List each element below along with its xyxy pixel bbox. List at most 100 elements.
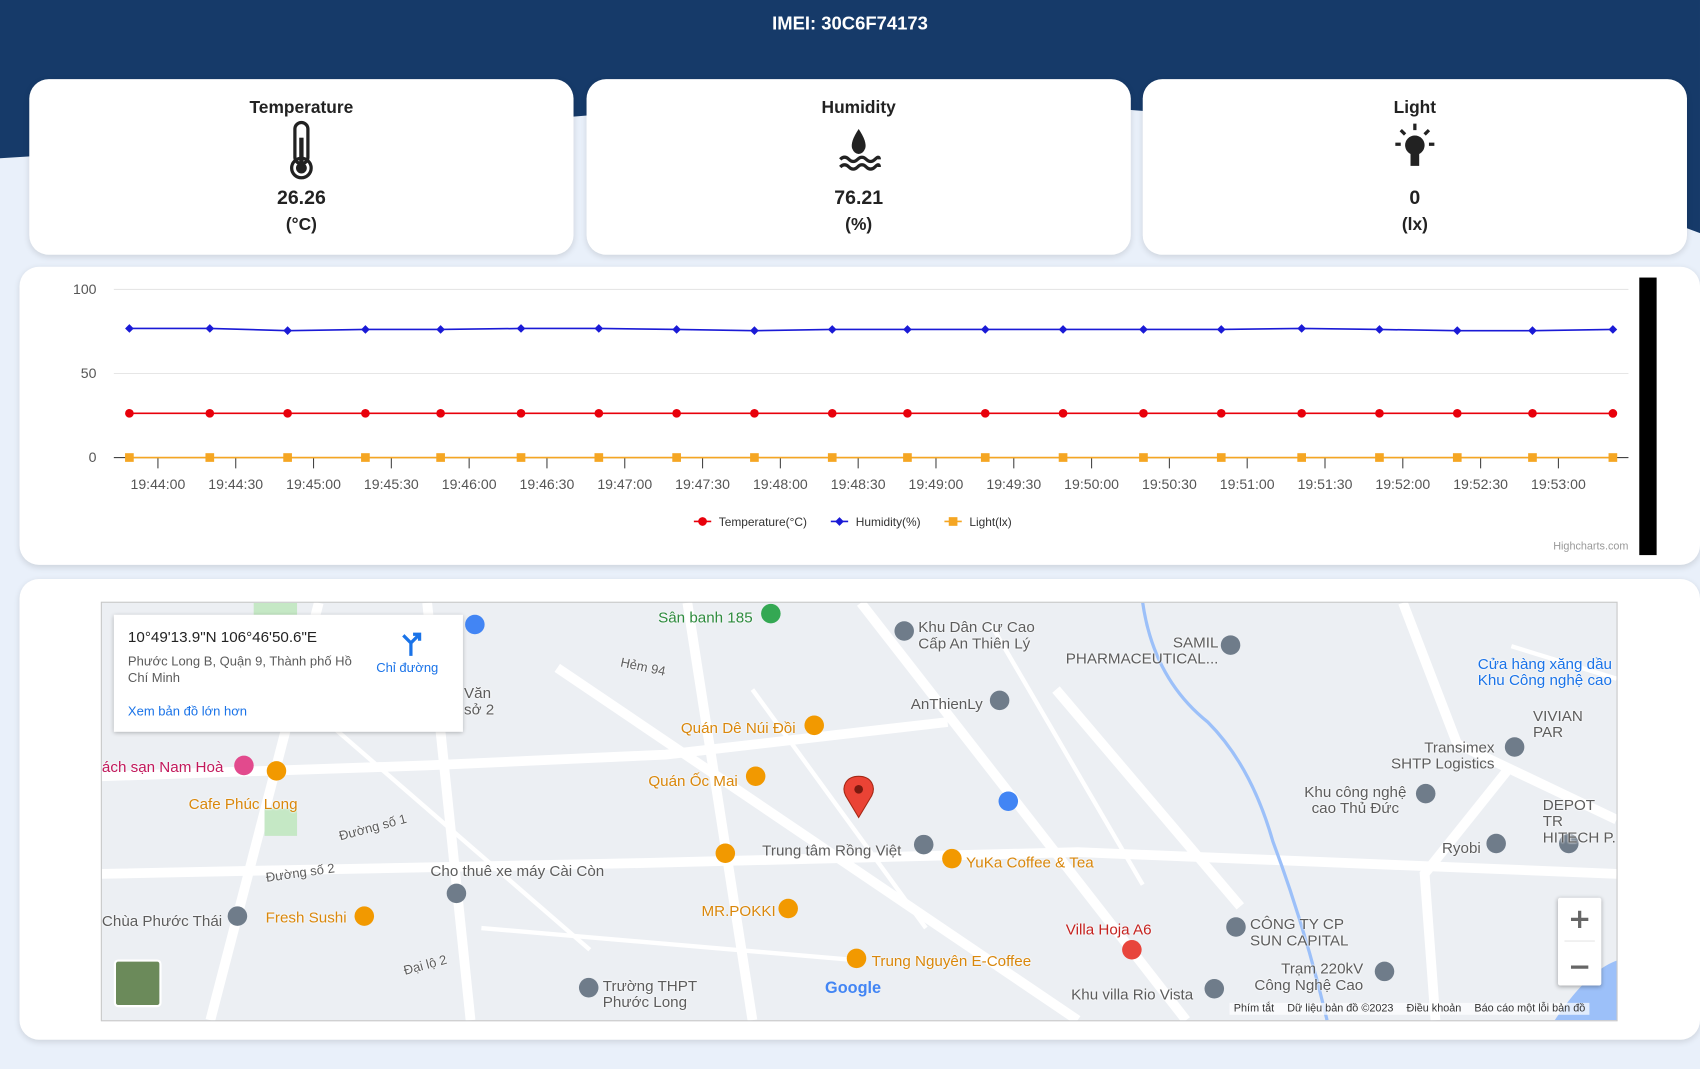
point — [903, 325, 912, 334]
point — [980, 453, 990, 462]
footer-link[interactable]: Phím tắt — [1233, 1002, 1275, 1015]
map-label: Trường THPT Phước Long — [602, 976, 698, 1011]
point — [1375, 408, 1384, 418]
point — [827, 453, 837, 462]
point — [1528, 326, 1537, 335]
x-tick-label: 19:47:30 — [675, 476, 730, 492]
point — [516, 453, 526, 462]
map-label: Villa Hoja A6 — [1065, 920, 1152, 938]
y-tick-label: 0 — [89, 449, 97, 465]
humidity-card: Humidity 76.21 (%) — [586, 79, 1131, 255]
map-label: AnThienLy — [910, 694, 983, 713]
point — [1216, 453, 1226, 462]
map-label: Văn sở 2 — [464, 684, 495, 718]
map-label: Transimex SHTP Logistics — [1391, 738, 1495, 772]
address: Phước Long B, Quận 9, Thành phố Hồ Chí M… — [127, 653, 352, 686]
point — [750, 453, 759, 462]
map-footer: Phím tắt Dữ liệu bản đồ ©2023 Điều khoản… — [1229, 1002, 1590, 1015]
point — [125, 324, 134, 333]
header-background — [0, 0, 1700, 234]
point — [361, 453, 370, 462]
map: Sân banh 185 Khu Dân Cư Cao Cấp An Thiên… — [100, 601, 1618, 1022]
point — [672, 325, 681, 334]
point — [827, 408, 837, 418]
footer-link[interactable]: Điều khoản — [1406, 1002, 1462, 1015]
map-label: Ryobi — [1441, 839, 1481, 857]
legend-label: Light(lx) — [969, 515, 1011, 529]
point — [1608, 453, 1618, 462]
map-label: MR.POKKI — [701, 902, 776, 920]
point — [436, 408, 445, 418]
map-label: Trung tâm Rồng Việt — [762, 841, 902, 859]
legend-item: Temperature(°C) — [693, 515, 807, 529]
card-value: 76.21 — [834, 186, 884, 209]
point — [672, 408, 681, 418]
point — [1297, 453, 1306, 462]
x-tick-label: 19:44:00 — [131, 476, 186, 492]
map-label: Khu công nghệ cao Thủ Đức — [1304, 782, 1407, 817]
point — [516, 408, 526, 418]
directions-link[interactable]: Chỉ đường — [376, 660, 439, 676]
point — [594, 453, 604, 462]
legend-marker — [698, 517, 707, 526]
zoom-buttons[interactable] — [1558, 898, 1601, 986]
point — [1139, 408, 1148, 418]
point — [436, 453, 445, 462]
x-tick-label: 19:52:30 — [1453, 476, 1508, 492]
credit: Highcharts.com — [1553, 541, 1628, 553]
point — [1452, 326, 1462, 335]
chart-card: 0 50 100 19:44:00 19:44:30 19:45:00 19:45:30 19… — [19, 266, 1700, 565]
card-unit: (%) — [845, 215, 873, 235]
point — [594, 324, 604, 333]
map-label: Quán Ốc Mai — [648, 771, 738, 790]
x-tick-label: 19:47:00 — [597, 476, 652, 492]
legend-item: Light(lx) — [944, 515, 1012, 529]
map-label: Sân banh 185 — [658, 608, 753, 626]
point — [1216, 325, 1226, 334]
point — [1058, 325, 1068, 334]
card-label: Humidity — [821, 98, 896, 118]
point — [205, 324, 215, 333]
map-label: CÔNG TY CP SUN CAPITAL — [1250, 915, 1349, 949]
footer-link[interactable]: Báo cáo một lỗi bản đồ — [1474, 1002, 1586, 1015]
x-tick-label: 19:49:30 — [986, 476, 1041, 492]
map-label: Cho thuê xe máy Cài Còn — [430, 861, 605, 880]
x-tick-label: 19:51:30 — [1298, 476, 1353, 492]
point — [827, 325, 837, 334]
point — [1139, 325, 1148, 334]
footer-text: Dữ liệu bản đồ ©2023 — [1287, 1002, 1394, 1015]
x-tick-label: 19:51:00 — [1220, 476, 1275, 492]
x-tick-label: 19:46:00 — [442, 476, 497, 492]
series-line — [129, 327, 1613, 332]
map-label: SAMIL PHARMACEUTICAL... — [1065, 633, 1219, 667]
point — [436, 325, 445, 334]
map-label: ách sạn Nam Hoà — [101, 757, 224, 776]
point — [1375, 453, 1384, 462]
card-label: Light — [1393, 98, 1437, 118]
x-tick-label: 19:50:30 — [1142, 476, 1197, 492]
x-tick-label: 19:45:00 — [286, 476, 341, 492]
coords: 10°49'13.9"N 106°46'50.6"E — [127, 627, 318, 646]
larger-map-link[interactable]: Xem bản đồ lớn hơn — [127, 703, 247, 719]
point — [903, 453, 912, 462]
point — [516, 324, 526, 333]
point — [1452, 453, 1462, 462]
legend-label: Humidity(%) — [856, 515, 921, 529]
point — [283, 453, 292, 462]
map-label: YuKa Coffee & Tea — [966, 853, 1094, 871]
point — [1375, 325, 1384, 334]
point — [1297, 408, 1306, 418]
card-unit: (lx) — [1401, 215, 1428, 235]
map-label: DEPOT TR HITECH P. — [1542, 795, 1616, 846]
map-label: Trung Nguyên E-Coffee — [871, 951, 1032, 970]
light-card: Light 0 (lx) — [1142, 79, 1687, 255]
map-label: Khu villa Rio Vista — [1071, 985, 1194, 1003]
point — [980, 408, 990, 418]
point — [1452, 408, 1462, 418]
google-logo: Google — [825, 979, 882, 998]
x-tick-label: 19:53:00 — [1531, 476, 1586, 492]
bulb-icon — [1395, 123, 1435, 166]
card-value: 26.26 — [276, 186, 326, 209]
legend-label: Temperature(°C) — [719, 515, 807, 529]
map-card: Sân banh 185 Khu Dân Cư Cao Cấp An Thiên… — [19, 578, 1700, 1040]
